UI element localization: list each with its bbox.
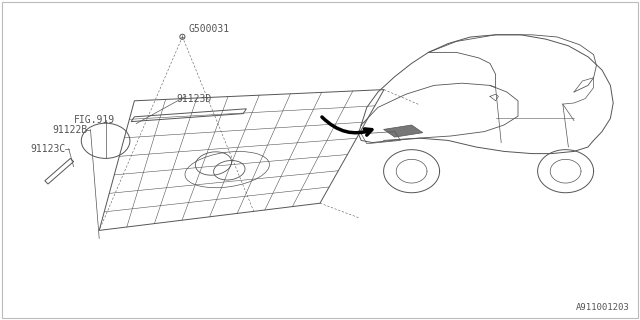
Polygon shape: [383, 125, 423, 137]
Text: 91123C: 91123C: [31, 144, 66, 154]
Text: A911001203: A911001203: [576, 303, 630, 312]
Text: 91122B: 91122B: [52, 124, 88, 135]
Text: G500031: G500031: [189, 24, 230, 34]
Text: FIG.919: FIG.919: [74, 115, 115, 125]
Text: 91123D: 91123D: [176, 94, 211, 104]
